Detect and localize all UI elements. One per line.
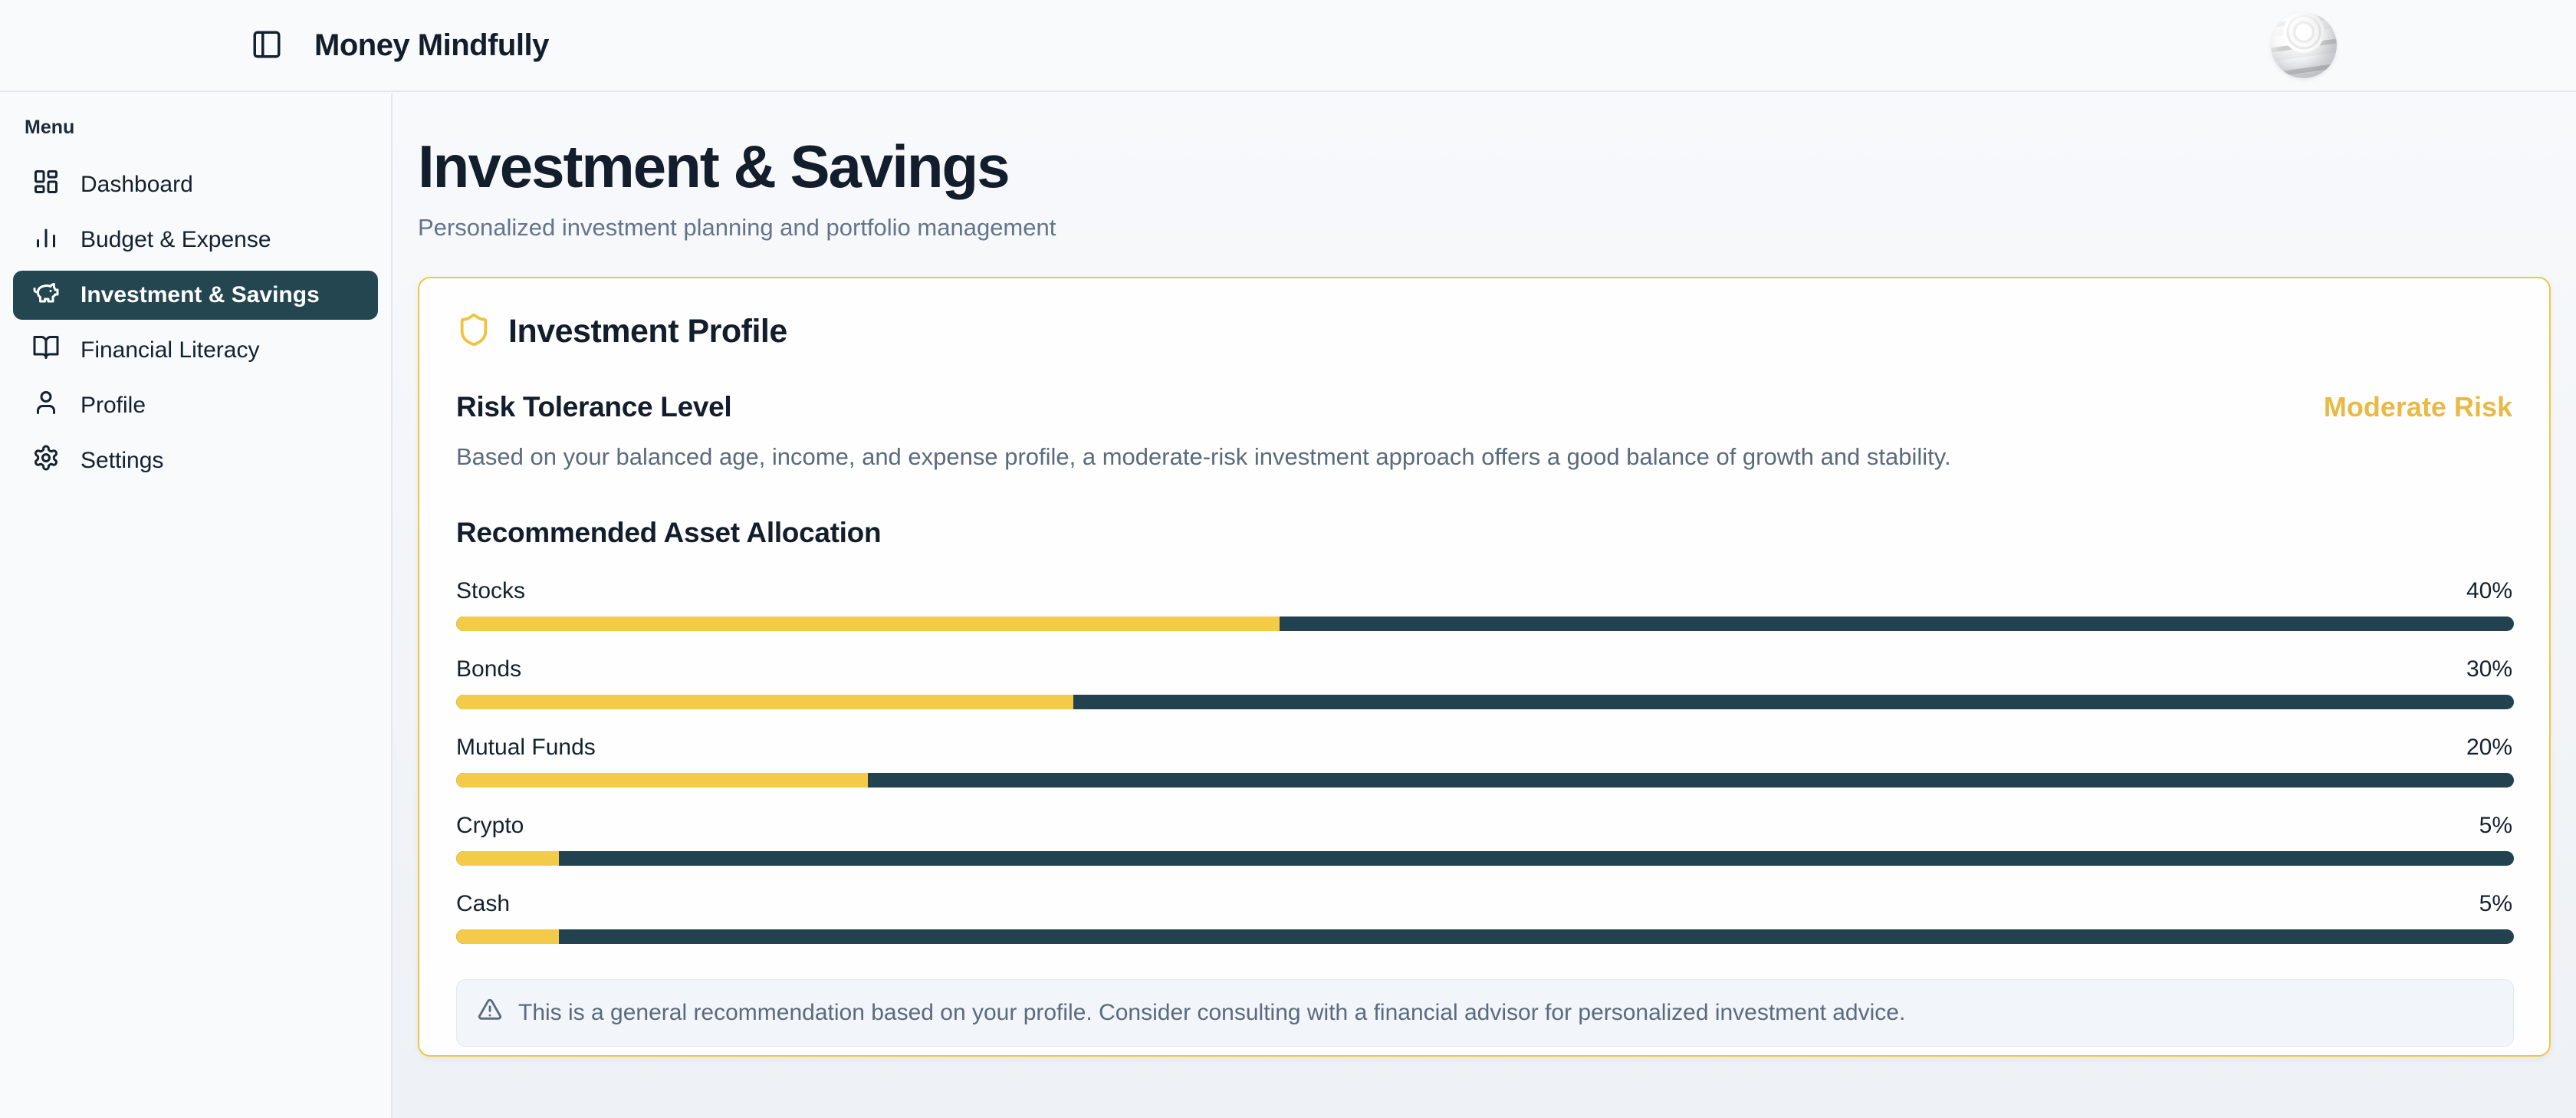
asset-percent-label: 20% xyxy=(2466,735,2512,760)
allocation-bar-fill xyxy=(456,617,1280,631)
allocation-bar-track xyxy=(456,617,2514,631)
allocation-bar-track xyxy=(456,851,2514,866)
allocation-row-crypto: Crypto 5% xyxy=(456,813,2514,866)
card-title: Investment Profile xyxy=(508,313,787,350)
menu-section-label: Menu xyxy=(25,117,75,138)
sidebar-item-label: Investment & Savings xyxy=(80,282,320,307)
shield-icon xyxy=(456,312,491,351)
main-content: Investment & Savings Personalized invest… xyxy=(393,94,2576,1118)
asset-percent-label: 30% xyxy=(2466,656,2512,682)
panel-left-icon xyxy=(251,28,283,63)
book-open-icon xyxy=(32,334,60,367)
allocation-heading: Recommended Asset Allocation xyxy=(456,517,882,548)
allocation-bar-fill xyxy=(456,929,560,944)
risk-heading: Risk Tolerance Level xyxy=(456,391,732,423)
sidebar-item-dashboard[interactable]: Dashboard xyxy=(13,160,378,209)
asset-percent-label: 5% xyxy=(2479,891,2512,916)
asset-label: Crypto xyxy=(456,813,524,838)
piggy-bank-icon xyxy=(32,278,60,312)
allocation-bar-track xyxy=(456,773,2514,788)
warning-triangle-icon xyxy=(477,997,503,1029)
allocation-bar-fill xyxy=(456,695,1074,709)
sidebar-item-label: Financial Literacy xyxy=(80,337,260,363)
bar-chart-icon xyxy=(32,223,60,257)
sidebar-item-profile[interactable]: Profile xyxy=(13,381,378,430)
risk-description: Based on your balanced age, income, and … xyxy=(456,443,1951,470)
asset-label: Mutual Funds xyxy=(456,735,596,760)
dashboard-icon xyxy=(32,168,60,202)
investment-profile-card: Investment Profile Risk Tolerance Level … xyxy=(418,277,2551,1057)
asset-label: Cash xyxy=(456,891,511,916)
allocation-row-mutual-funds: Mutual Funds 20% xyxy=(456,735,2514,788)
disclaimer-note: This is a general recommendation based o… xyxy=(456,979,2514,1047)
top-header: Money Mindfully xyxy=(0,0,2576,92)
sidebar-item-budget-expense[interactable]: Budget & Expense xyxy=(13,215,378,265)
sidebar: Menu Dashboard Budget & Expense xyxy=(0,94,393,1118)
gear-icon xyxy=(32,444,60,478)
sidebar-item-label: Profile xyxy=(80,393,146,418)
disclaimer-text: This is a general recommendation based o… xyxy=(518,1000,1906,1025)
risk-tolerance-row: Risk Tolerance Level Moderate Risk xyxy=(456,391,2512,423)
risk-level-badge: Moderate Risk xyxy=(2323,391,2512,423)
asset-label: Bonds xyxy=(456,656,522,682)
sidebar-item-label: Budget & Expense xyxy=(80,227,271,252)
sidebar-toggle-button[interactable] xyxy=(245,24,288,67)
asset-percent-label: 5% xyxy=(2479,813,2512,838)
card-header: Investment Profile xyxy=(456,312,2512,351)
asset-label: Stocks xyxy=(456,578,526,603)
avatar[interactable] xyxy=(2271,12,2337,78)
sidebar-item-investment-savings[interactable]: Investment & Savings xyxy=(13,271,378,320)
allocation-row-cash: Cash 5% xyxy=(456,891,2514,944)
allocation-list: Stocks 40% Bonds 30% xyxy=(456,578,2514,944)
user-icon xyxy=(32,389,60,423)
sidebar-item-financial-literacy[interactable]: Financial Literacy xyxy=(13,326,378,375)
allocation-bar-fill xyxy=(456,773,868,788)
page-subtitle: Personalized investment planning and por… xyxy=(418,214,1056,241)
app-title: Money Mindfully xyxy=(314,28,549,62)
page-title: Investment & Savings xyxy=(418,133,1010,200)
sidebar-item-settings[interactable]: Settings xyxy=(13,436,378,485)
sidebar-item-label: Dashboard xyxy=(80,172,193,197)
allocation-bar-track xyxy=(456,695,2514,709)
asset-percent-label: 40% xyxy=(2466,578,2512,603)
allocation-bar-track xyxy=(456,929,2514,944)
allocation-bar-fill xyxy=(456,851,560,866)
sidebar-item-label: Settings xyxy=(80,448,164,473)
allocation-row-bonds: Bonds 30% xyxy=(456,656,2514,709)
allocation-row-stocks: Stocks 40% xyxy=(456,578,2514,631)
